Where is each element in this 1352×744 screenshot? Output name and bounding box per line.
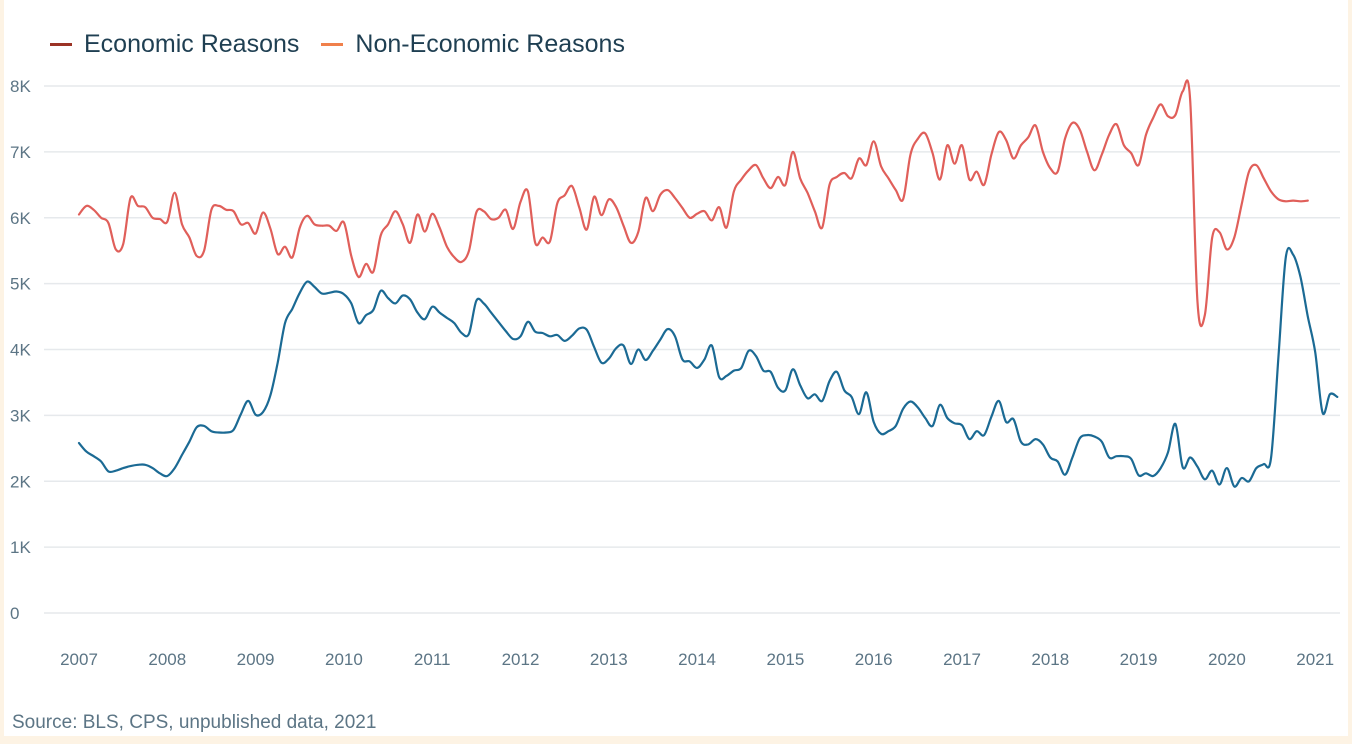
y-tick-label: 4K (10, 341, 31, 360)
legend-label-economic: Economic Reasons (84, 29, 300, 58)
series-line-non-economic (77, 79, 1309, 328)
x-tick-label: 2010 (325, 650, 363, 669)
legend-label-non-economic: Non-Economic Reasons (355, 29, 625, 58)
legend-swatch-economic (50, 42, 72, 46)
x-tick-label: 2009 (237, 650, 275, 669)
y-tick-label: 8K (10, 77, 31, 96)
y-tick-label: 0 (10, 604, 19, 623)
chart-legend: Economic Reasons Non-Economic Reasons (50, 28, 625, 60)
x-tick-label: 2015 (766, 650, 804, 669)
y-tick-label: 6K (10, 209, 31, 228)
x-tick-label: 2018 (1031, 650, 1069, 669)
y-tick-label: 2K (10, 472, 31, 491)
legend-item-non-economic[interactable]: Non-Economic Reasons (321, 30, 625, 59)
y-tick-label: 7K (10, 143, 31, 162)
legend-item-economic[interactable]: Economic Reasons (50, 30, 299, 59)
x-tick-label: 2008 (148, 650, 186, 669)
x-tick-label: 2016 (855, 650, 893, 669)
legend-swatch-non-economic (321, 42, 344, 46)
series-line-economic (77, 246, 1339, 488)
x-tick-label: 2019 (1120, 650, 1158, 669)
x-tick-label: 2014 (678, 650, 716, 669)
x-tick-label: 2013 (590, 650, 628, 669)
x-tick-label: 2020 (1208, 650, 1246, 669)
y-tick-label: 1K (10, 538, 31, 557)
x-tick-label: 2012 (502, 650, 540, 669)
x-tick-label: 2011 (414, 650, 451, 669)
x-tick-label: 2021 (1296, 650, 1334, 669)
x-tick-label: 2007 (60, 650, 98, 669)
x-tick-label: 2017 (943, 650, 981, 669)
y-tick-label: 5K (10, 275, 31, 294)
source-note: Source: BLS, CPS, unpublished data, 2021 (12, 712, 377, 733)
y-tick-label: 3K (10, 406, 31, 425)
